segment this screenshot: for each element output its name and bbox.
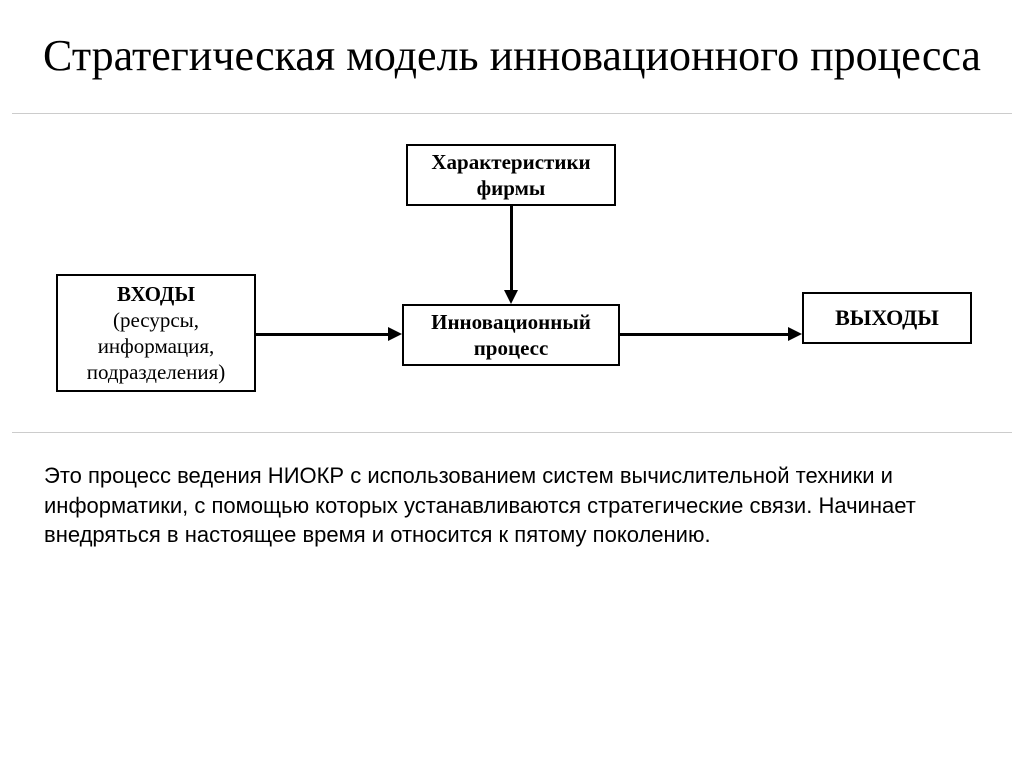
page-title: Стратегическая модель инновационного про… bbox=[0, 0, 1024, 83]
node-process-line1: Инновационный bbox=[431, 309, 591, 335]
node-characteristics-line2: фирмы bbox=[477, 175, 546, 201]
edge-center-to-right-head bbox=[788, 327, 802, 341]
node-process: Инновационный процесс bbox=[402, 304, 620, 366]
edge-top-to-center bbox=[510, 206, 513, 290]
node-characteristics-line1: Характеристики bbox=[431, 149, 590, 175]
node-process-line2: процесс bbox=[474, 335, 549, 361]
node-inputs-line1: ВХОДЫ bbox=[117, 281, 195, 307]
description-text: Это процесс ведения НИОКР с использовани… bbox=[44, 461, 980, 550]
node-characteristics: Характеристики фирмы bbox=[406, 144, 616, 206]
node-outputs-line1: ВЫХОДЫ bbox=[835, 304, 939, 332]
edge-center-to-right bbox=[620, 333, 788, 336]
edge-left-to-center bbox=[256, 333, 388, 336]
flowchart: Характеристики фирмы ВХОДЫ (ресурсы, инф… bbox=[12, 113, 1012, 433]
node-inputs-line4: подразделения) bbox=[87, 359, 226, 385]
node-inputs-line3: информация, bbox=[98, 333, 215, 359]
edge-top-to-center-head bbox=[504, 290, 518, 304]
node-outputs: ВЫХОДЫ bbox=[802, 292, 972, 344]
node-inputs-line2: (ресурсы, bbox=[113, 307, 199, 333]
node-inputs: ВХОДЫ (ресурсы, информация, подразделени… bbox=[56, 274, 256, 392]
edge-left-to-center-head bbox=[388, 327, 402, 341]
